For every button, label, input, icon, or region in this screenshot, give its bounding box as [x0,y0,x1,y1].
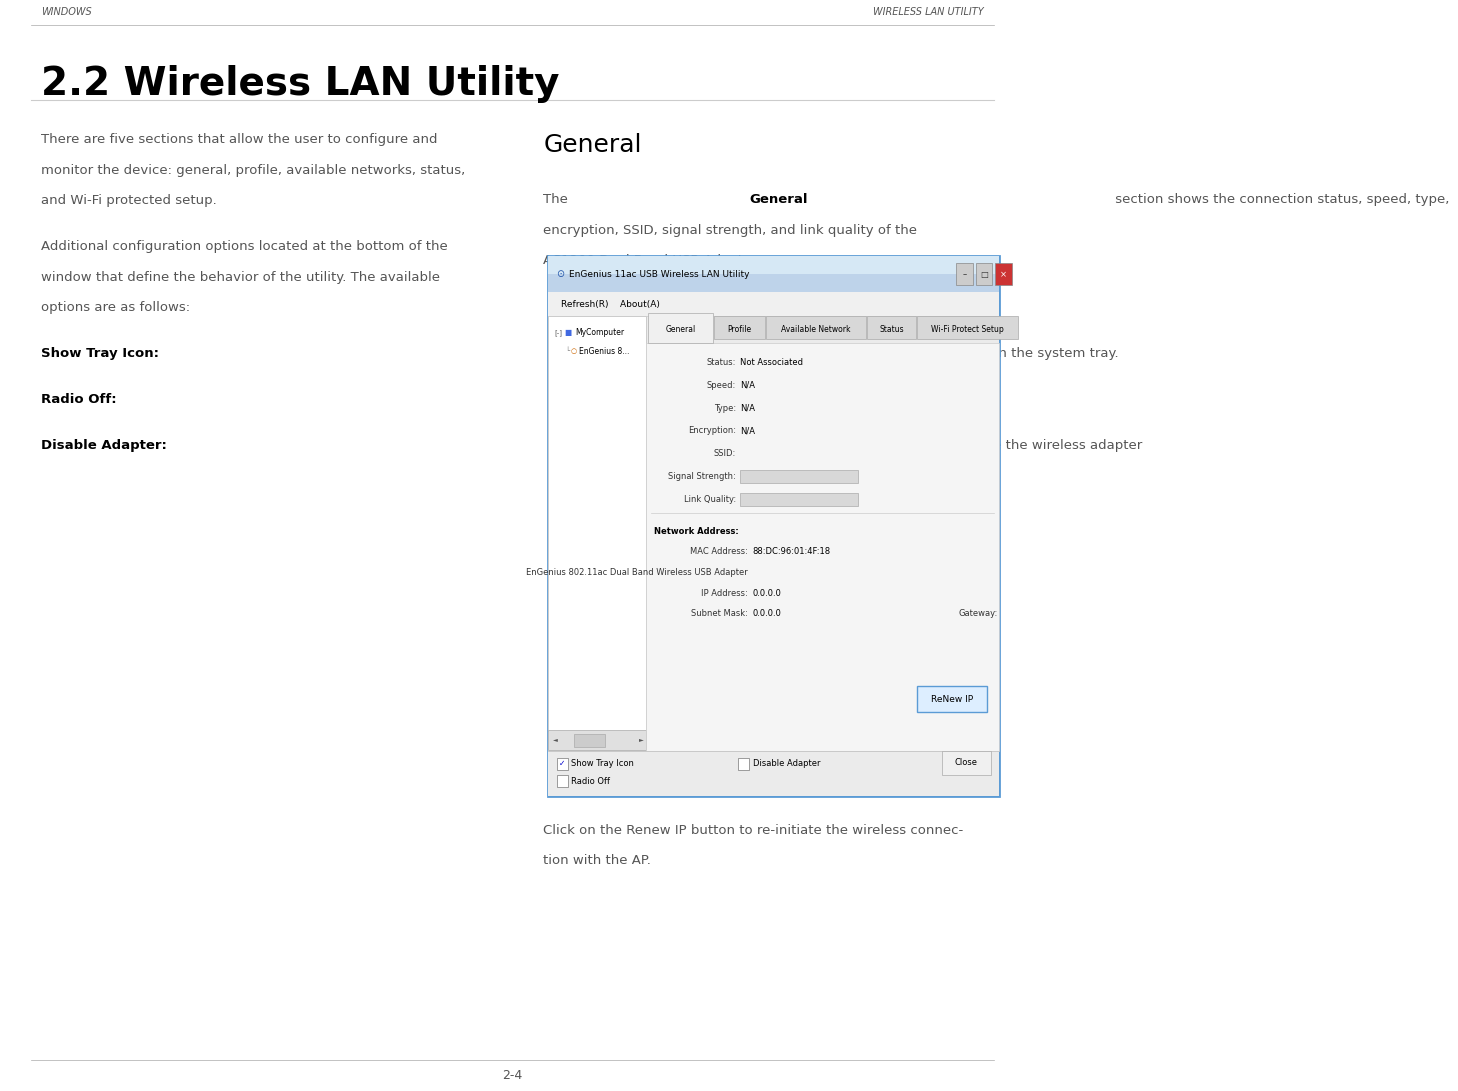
Text: Signal Strength:: Signal Strength: [668,472,736,481]
Bar [548,730,646,750]
Text: Status: Status [879,325,904,334]
Text: SSID:: SSID: [713,449,736,458]
Text: Additional configuration options located at the bottom of the: Additional configuration options located… [41,240,448,253]
Text: 0.0.0.0: 0.0.0.0 [752,589,781,598]
Text: –: – [962,269,967,279]
Text: WIRELESS LAN UTILITY: WIRELESS LAN UTILITY [873,8,984,17]
Text: ⊙: ⊙ [557,269,564,279]
Text: MyComputer: MyComputer [574,328,624,337]
Bar [741,470,857,483]
Text: ◄: ◄ [554,738,558,742]
Text: Available Network: Available Network [781,325,850,334]
Text: WINDOWS: WINDOWS [41,8,92,17]
Text: □: □ [980,269,989,279]
Bar [956,264,972,286]
Text: Show Tray Icon:: Show Tray Icon: [41,347,159,360]
Text: Radio Off: Radio Off [572,777,609,786]
Text: ○: ○ [572,348,577,355]
Text: There are five sections that allow the user to configure and: There are five sections that allow the u… [41,133,437,146]
Bar [765,316,866,339]
Text: [-]: [-] [554,329,563,336]
Text: └: └ [564,348,569,355]
Text: Not Associated: Not Associated [741,358,803,367]
Text: monitor the device: general, profile, available networks, status,: monitor the device: general, profile, av… [41,164,465,177]
Text: General: General [665,325,695,334]
Text: The: The [544,193,573,206]
Text: tion with the AP.: tion with the AP. [544,854,652,867]
Bar [548,316,999,751]
Text: ►: ► [639,738,643,742]
Bar [574,734,605,747]
Bar [975,264,991,286]
Text: Type:: Type: [714,404,736,412]
Text: and Wi-Fi protected setup.: and Wi-Fi protected setup. [41,194,217,207]
Text: Profile: Profile [728,325,751,334]
Bar [917,686,987,712]
Text: ■: ■ [564,328,572,337]
Text: Status:: Status: [707,358,736,367]
Text: Close: Close [955,758,978,767]
Text: MAC Address:: MAC Address: [690,548,748,556]
Text: options are as follows:: options are as follows: [41,301,190,314]
Bar [557,776,567,788]
Bar [942,751,991,775]
Text: 2-4: 2-4 [503,1069,522,1082]
Text: EnGenius 8...: EnGenius 8... [579,347,630,356]
Text: Refresh(R)    About(A): Refresh(R) About(A) [561,300,659,309]
Text: Show/hide the Utility icon in the system tray.: Show/hide the Utility icon in the system… [815,347,1118,360]
Text: N/A: N/A [741,427,755,435]
Text: EnGenius 802.11ac Dual Band Wireless USB Adapter: EnGenius 802.11ac Dual Band Wireless USB… [526,568,748,577]
Text: Subnet Mask:: Subnet Mask: [691,609,748,619]
Text: 0.0.0.0: 0.0.0.0 [752,609,781,619]
Bar [548,256,999,796]
Text: General: General [544,133,642,157]
Text: window that define the behavior of the utility. The available: window that define the behavior of the u… [41,271,440,284]
Text: Click on the Renew IP button to re-initiate the wireless connec-: Click on the Renew IP button to re-initi… [544,824,964,837]
Text: encryption, SSID, signal strength, and link quality of the: encryption, SSID, signal strength, and l… [544,224,917,237]
Text: ×: × [1000,269,1007,279]
Text: EnGenius 11ac USB Wireless LAN Utility: EnGenius 11ac USB Wireless LAN Utility [569,269,749,279]
Bar [548,256,999,275]
Text: IP Address:: IP Address: [701,589,748,598]
Bar [741,493,857,506]
Text: N/A: N/A [741,404,755,412]
Text: ✓: ✓ [558,759,566,768]
Text: Radio Off:: Radio Off: [41,393,117,406]
Bar [548,316,646,731]
Text: General: General [749,193,808,206]
Text: Network Address:: Network Address: [653,527,739,536]
Bar [548,751,999,796]
Text: Show Tray Icon: Show Tray Icon [572,759,634,768]
Bar [738,758,749,770]
Text: Link Quality:: Link Quality: [684,495,736,504]
Bar [714,316,764,339]
Bar [646,343,999,751]
Text: Disable Adapter:: Disable Adapter: [41,439,166,452]
Text: Wi-Fi Protect Setup: Wi-Fi Protect Setup [932,325,1005,334]
Text: Encryption:: Encryption: [688,427,736,435]
Bar [548,256,999,292]
Text: Temporarily turn off wireless radio.: Temporarily turn off wireless radio. [557,393,793,406]
Bar [996,264,1012,286]
Bar [548,292,999,316]
Text: ReNew IP: ReNew IP [932,695,972,704]
Text: Gateway:: Gateway: [958,609,997,619]
Bar [647,313,713,343]
Text: Speed:: Speed: [707,381,736,389]
Text: Temporarily disable the wireless adapter: Temporarily disable the wireless adapter [866,439,1142,452]
Bar [868,316,916,339]
Text: 88:DC:96:01:4F:18: 88:DC:96:01:4F:18 [752,548,831,556]
Text: N/A: N/A [741,381,755,389]
Text: section shows the connection status, speed, type,: section shows the connection status, spe… [1111,193,1449,206]
Text: AC1200 Dual Band USB Adapter.: AC1200 Dual Band USB Adapter. [544,254,760,267]
Bar [557,758,567,770]
Text: Disable Adapter: Disable Adapter [754,759,821,768]
Text: 2.2 Wireless LAN Utility: 2.2 Wireless LAN Utility [41,65,560,104]
Bar [917,316,1018,339]
